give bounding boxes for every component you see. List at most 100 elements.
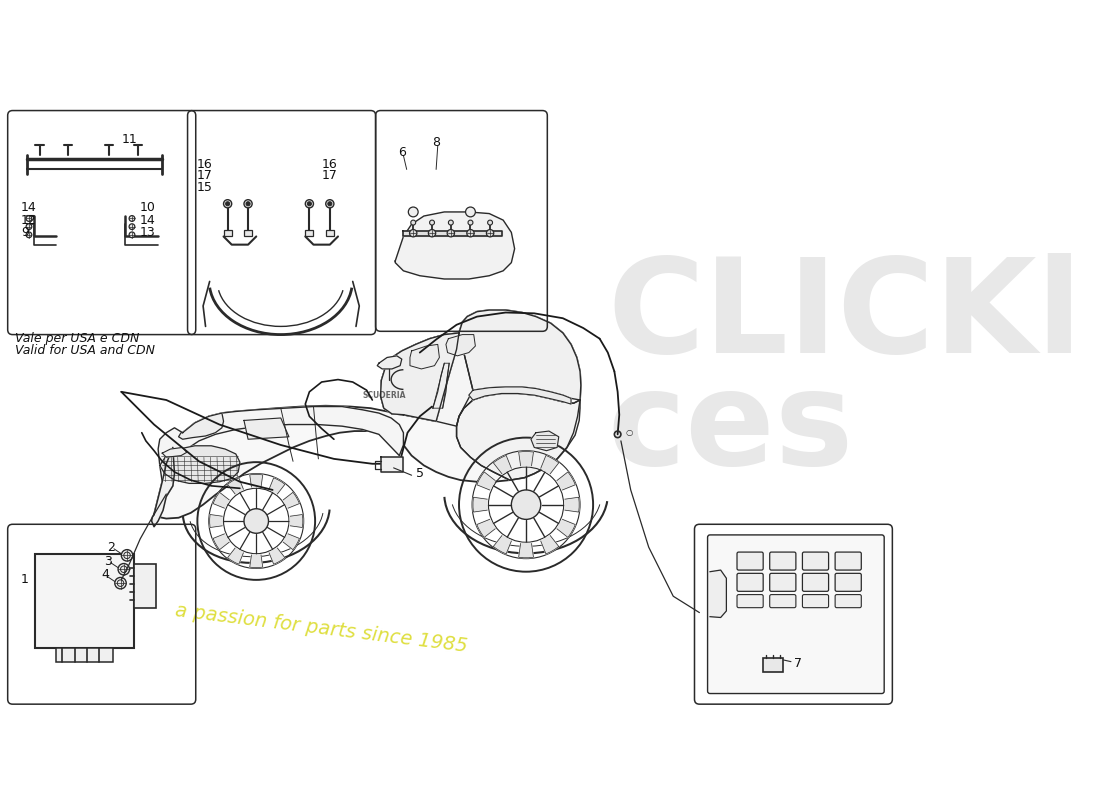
Text: CLICKl
ces: CLICKl ces: [608, 253, 1082, 492]
Text: 14: 14: [140, 214, 156, 226]
Polygon shape: [284, 492, 299, 508]
Text: a passion for parts since 1985: a passion for parts since 1985: [175, 602, 469, 656]
Polygon shape: [228, 478, 243, 494]
Polygon shape: [456, 394, 580, 480]
Circle shape: [512, 490, 541, 519]
FancyBboxPatch shape: [802, 552, 828, 570]
Polygon shape: [213, 534, 229, 550]
Circle shape: [26, 232, 32, 238]
Circle shape: [129, 232, 135, 238]
Circle shape: [129, 224, 135, 230]
Polygon shape: [160, 446, 240, 483]
Text: 17: 17: [321, 170, 338, 182]
Polygon shape: [476, 519, 495, 538]
FancyBboxPatch shape: [737, 594, 763, 608]
Circle shape: [487, 220, 493, 225]
FancyBboxPatch shape: [737, 574, 763, 591]
Polygon shape: [557, 519, 575, 538]
FancyBboxPatch shape: [133, 563, 156, 609]
FancyBboxPatch shape: [770, 594, 796, 608]
Text: 3: 3: [104, 554, 112, 567]
Circle shape: [223, 200, 232, 208]
Text: 16: 16: [321, 158, 338, 171]
Polygon shape: [162, 447, 187, 458]
FancyBboxPatch shape: [35, 554, 133, 648]
Text: 16: 16: [197, 158, 212, 171]
Circle shape: [410, 220, 416, 225]
Polygon shape: [541, 535, 559, 554]
Text: 6: 6: [398, 146, 406, 158]
Text: Vale per USA e CDN: Vale per USA e CDN: [15, 332, 140, 345]
Circle shape: [428, 230, 436, 237]
Polygon shape: [493, 535, 512, 554]
Polygon shape: [381, 333, 459, 422]
Text: SCUDERIA: SCUDERIA: [363, 391, 406, 401]
Polygon shape: [531, 431, 559, 450]
Polygon shape: [270, 478, 285, 494]
FancyBboxPatch shape: [223, 230, 232, 237]
Polygon shape: [710, 570, 726, 618]
Circle shape: [246, 202, 250, 206]
Circle shape: [121, 550, 133, 561]
Circle shape: [306, 200, 313, 208]
Polygon shape: [381, 333, 459, 422]
Text: 10: 10: [140, 202, 156, 214]
Polygon shape: [250, 555, 263, 567]
Text: 9: 9: [21, 226, 29, 239]
Polygon shape: [244, 418, 289, 439]
Text: Valid for USA and CDN: Valid for USA and CDN: [15, 345, 155, 358]
Circle shape: [26, 224, 32, 230]
Polygon shape: [459, 310, 581, 400]
Circle shape: [466, 230, 474, 237]
Text: 15: 15: [197, 181, 212, 194]
FancyBboxPatch shape: [763, 658, 783, 672]
Circle shape: [226, 202, 230, 206]
Text: 11: 11: [121, 134, 138, 146]
Polygon shape: [152, 447, 175, 526]
Circle shape: [118, 580, 124, 586]
Circle shape: [129, 216, 135, 222]
Polygon shape: [377, 356, 402, 369]
Polygon shape: [541, 455, 559, 474]
Polygon shape: [565, 498, 580, 512]
FancyBboxPatch shape: [737, 552, 763, 570]
FancyBboxPatch shape: [802, 574, 828, 591]
Circle shape: [26, 216, 32, 222]
Polygon shape: [410, 345, 439, 369]
Polygon shape: [476, 472, 495, 490]
Text: 12: 12: [21, 214, 36, 226]
Circle shape: [121, 566, 128, 573]
Text: 7: 7: [794, 657, 802, 670]
Text: 2: 2: [108, 541, 115, 554]
Polygon shape: [469, 387, 571, 404]
FancyBboxPatch shape: [835, 552, 861, 570]
Circle shape: [244, 509, 268, 534]
Circle shape: [408, 207, 418, 217]
Polygon shape: [557, 472, 575, 490]
Circle shape: [409, 230, 417, 237]
Circle shape: [448, 230, 454, 237]
FancyBboxPatch shape: [244, 230, 252, 237]
Circle shape: [118, 563, 130, 575]
Circle shape: [449, 220, 453, 225]
Polygon shape: [154, 310, 581, 518]
Polygon shape: [284, 534, 299, 550]
Polygon shape: [519, 543, 534, 558]
FancyBboxPatch shape: [802, 594, 828, 608]
Polygon shape: [158, 406, 404, 497]
Polygon shape: [213, 492, 229, 508]
Circle shape: [486, 230, 494, 237]
Polygon shape: [456, 394, 580, 480]
FancyBboxPatch shape: [56, 648, 113, 662]
Text: ○: ○: [626, 428, 634, 438]
Circle shape: [114, 578, 126, 589]
Text: 8: 8: [432, 136, 440, 149]
FancyBboxPatch shape: [306, 230, 313, 237]
Polygon shape: [381, 333, 473, 426]
Polygon shape: [270, 548, 285, 564]
Polygon shape: [210, 514, 222, 527]
Polygon shape: [290, 514, 303, 527]
Circle shape: [244, 200, 252, 208]
FancyBboxPatch shape: [707, 535, 884, 694]
Text: 17: 17: [197, 170, 212, 182]
